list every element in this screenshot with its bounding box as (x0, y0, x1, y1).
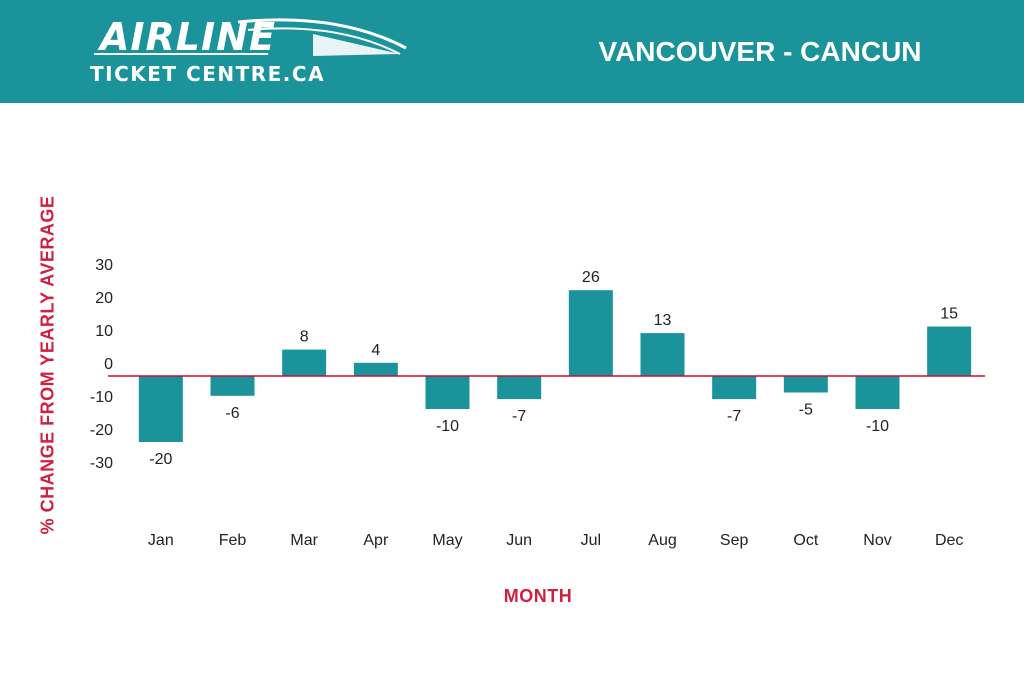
plane-swoosh-icon (94, 18, 407, 56)
y-tick-label: 30 (95, 257, 113, 274)
x-tick-label: Jan (148, 532, 174, 549)
x-axis-title: MONTH (503, 586, 573, 606)
x-tick-label: Mar (290, 532, 318, 549)
x-tick-label: Apr (363, 532, 389, 549)
data-label: -10 (436, 418, 459, 435)
logo-wordmark-top: AIRLINE (100, 15, 276, 59)
bar-mar[interactable] (282, 349, 327, 376)
bar-oct[interactable] (783, 376, 828, 393)
bar-dec[interactable] (927, 326, 972, 377)
header-banner: AIRLINE TICKET CENTRE.CA VANCOUVER - CAN… (0, 0, 1024, 103)
x-tick-label: Jun (506, 532, 532, 549)
bar-may[interactable] (425, 376, 470, 409)
airline-ticket-centre-logo[interactable]: AIRLINE TICKET CENTRE.CA (88, 14, 418, 90)
y-tick-label: 0 (104, 356, 113, 373)
data-label: 4 (371, 342, 380, 359)
bar-feb[interactable] (210, 376, 255, 396)
x-tick-label: Feb (219, 532, 247, 549)
bar-jul[interactable] (568, 290, 613, 376)
data-label: 26 (582, 269, 600, 286)
x-tick-label: May (432, 532, 462, 549)
data-label: -20 (149, 451, 172, 468)
logo-wordmark-bottom: TICKET CENTRE.CA (90, 62, 326, 86)
data-label: -5 (799, 402, 813, 419)
bar-sep[interactable] (712, 376, 757, 400)
x-tick-label: Sep (720, 532, 749, 549)
x-tick-label: Jul (581, 532, 601, 549)
x-tick-label: Aug (648, 532, 676, 549)
y-tick-label: -30 (90, 455, 113, 472)
data-label: -6 (225, 405, 239, 422)
bar-apr[interactable] (353, 362, 398, 376)
x-tick-label: Dec (935, 532, 963, 549)
x-tick-label: Nov (863, 532, 891, 549)
y-tick-label: 20 (95, 290, 113, 307)
data-label: 13 (654, 312, 672, 329)
data-label: 15 (940, 306, 958, 323)
bar-nov[interactable] (855, 376, 900, 409)
bar-jun[interactable] (497, 376, 542, 400)
bar-aug[interactable] (640, 333, 685, 376)
y-axis-title: % CHANGE FROM YEARLY AVERAGE (37, 195, 58, 535)
data-label: -7 (727, 408, 741, 425)
y-tick-label: 10 (95, 323, 113, 340)
data-label: -10 (866, 418, 889, 435)
x-tick-label: Oct (793, 532, 818, 549)
y-tick-label: -10 (90, 389, 113, 406)
route-title: VANCOUVER - CANCUN (598, 36, 922, 67)
data-label: 8 (300, 329, 309, 346)
bar-jan[interactable] (138, 376, 183, 442)
y-tick-label: -20 (90, 422, 113, 439)
data-label: -7 (512, 408, 526, 425)
